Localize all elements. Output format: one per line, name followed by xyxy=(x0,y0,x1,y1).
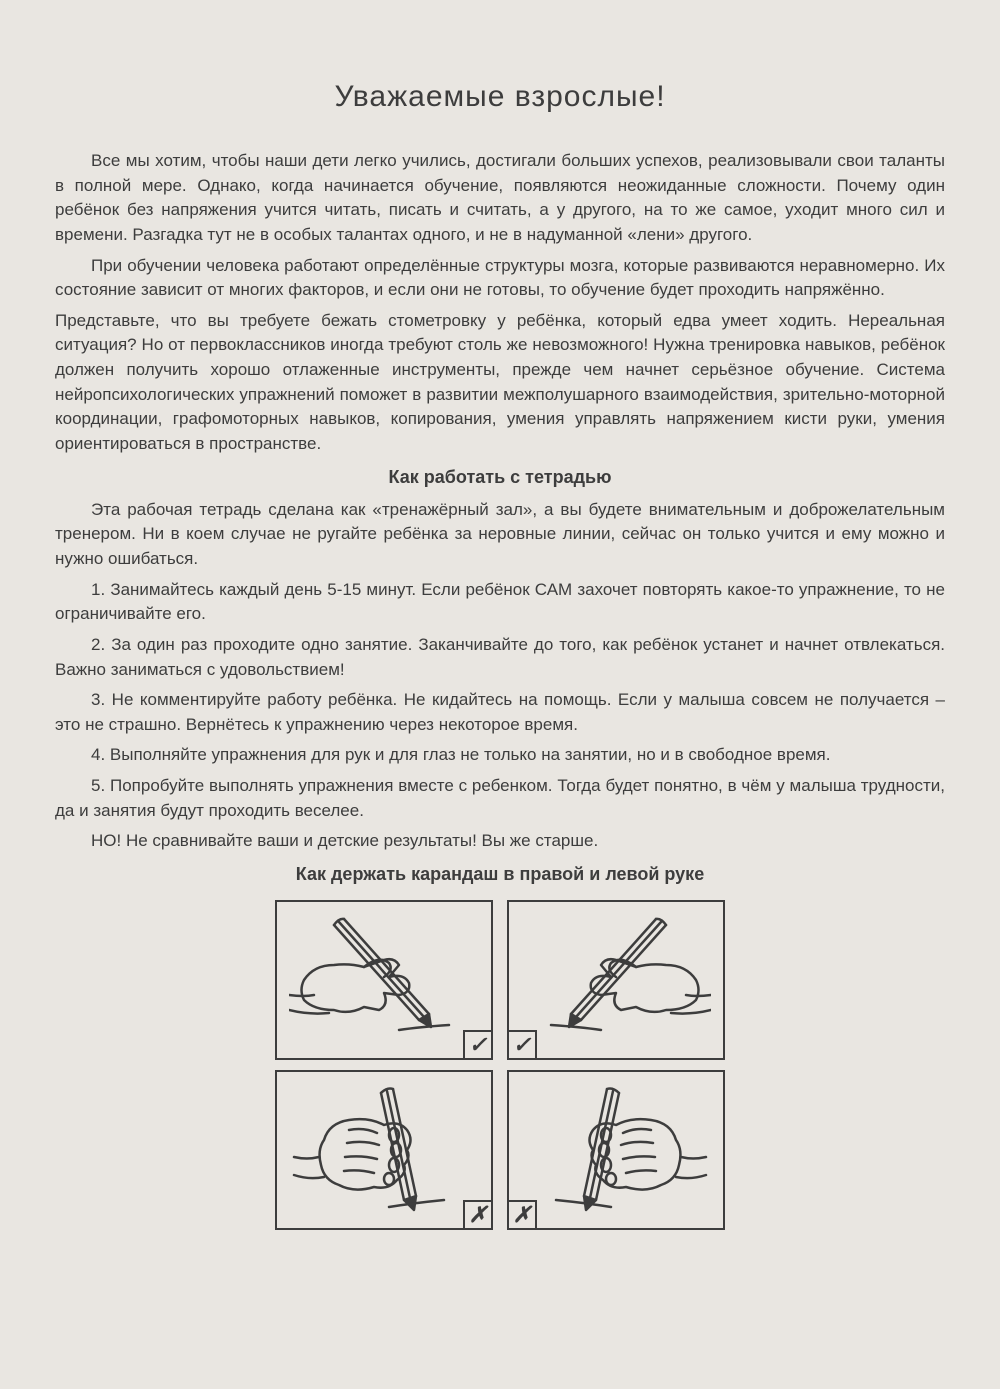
paragraph-6: 2. За один раз проходите одно занятие. З… xyxy=(55,633,945,682)
illustration-incorrect-right: ✗ xyxy=(275,1070,493,1230)
paragraph-5: 1. Занимайтесь каждый день 5-15 минут. Е… xyxy=(55,578,945,627)
paragraph-2: При обучении человека работают определён… xyxy=(55,254,945,303)
paragraph-3: Представьте, что вы требуете бежать стом… xyxy=(55,309,945,457)
illustration-correct-right: ✓ xyxy=(275,900,493,1060)
page-title: Уважаемые взрослые! xyxy=(55,80,945,114)
paragraph-10: НО! Не сравнивайте ваши и детские резуль… xyxy=(55,829,945,854)
illustration-row-incorrect: ✗ xyxy=(275,1070,725,1230)
paragraph-7: 3. Не комментируйте работу ребёнка. Не к… xyxy=(55,688,945,737)
illustration-incorrect-left: ✗ xyxy=(507,1070,725,1230)
hand-incorrect-left-icon xyxy=(521,1085,711,1215)
check-mark-icon: ✓ xyxy=(507,1030,537,1060)
paragraph-1: Все мы хотим, чтобы наши дети легко учил… xyxy=(55,149,945,248)
paragraph-4: Эта рабочая тетрадь сделана как «тренажё… xyxy=(55,498,945,572)
hand-correct-left-icon xyxy=(521,915,711,1045)
illustrations-container: ✓ ✓ xyxy=(55,900,945,1230)
cross-mark-icon: ✗ xyxy=(507,1200,537,1230)
illustration-row-correct: ✓ ✓ xyxy=(275,900,725,1060)
illustration-correct-left: ✓ xyxy=(507,900,725,1060)
subtitle-how-to-work: Как работать с тетрадью xyxy=(55,467,945,488)
paragraph-9: 5. Попробуйте выполнять упражнения вмест… xyxy=(55,774,945,823)
hand-incorrect-right-icon xyxy=(289,1085,479,1215)
hand-correct-right-icon xyxy=(289,915,479,1045)
cross-mark-icon: ✗ xyxy=(463,1200,493,1230)
subtitle-pencil-grip: Как держать карандаш в правой и левой ру… xyxy=(55,864,945,885)
paragraph-8: 4. Выполняйте упражнения для рук и для г… xyxy=(55,743,945,768)
check-mark-icon: ✓ xyxy=(463,1030,493,1060)
